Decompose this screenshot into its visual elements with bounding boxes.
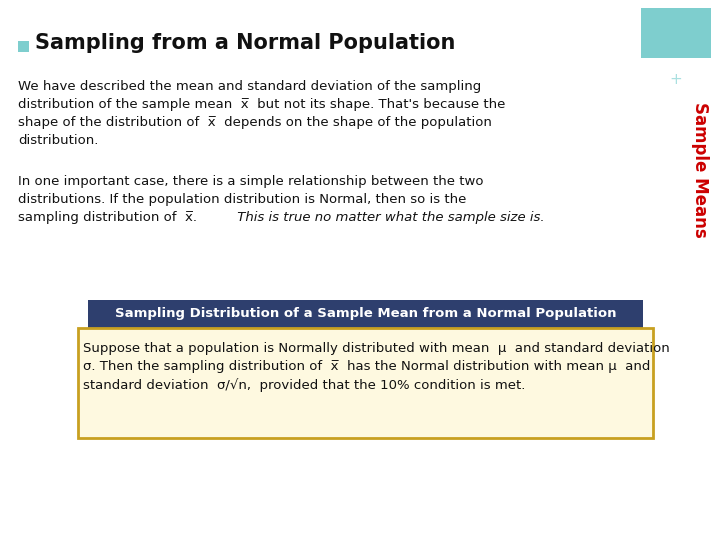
Text: σ. Then the sampling distribution of  x̅  has the Normal distribution with mean : σ. Then the sampling distribution of x̅ … xyxy=(83,360,650,373)
Text: Sampling from a Normal Population: Sampling from a Normal Population xyxy=(35,33,455,53)
FancyBboxPatch shape xyxy=(88,300,643,328)
FancyBboxPatch shape xyxy=(641,8,711,58)
FancyBboxPatch shape xyxy=(78,328,653,438)
Text: +: + xyxy=(670,72,683,87)
Text: In one important case, there is a simple relationship between the two: In one important case, there is a simple… xyxy=(18,175,484,188)
Text: We have described the mean and standard deviation of the sampling: We have described the mean and standard … xyxy=(18,80,481,93)
Text: distribution of the sample mean  x̅  but not its shape. That's because the: distribution of the sample mean x̅ but n… xyxy=(18,98,505,111)
Text: Sample Means: Sample Means xyxy=(691,102,709,238)
Text: sampling distribution of  x̅.: sampling distribution of x̅. xyxy=(18,211,197,224)
Text: distribution.: distribution. xyxy=(18,134,99,147)
Text: shape of the distribution of  x̅  depends on the shape of the population: shape of the distribution of x̅ depends … xyxy=(18,116,492,129)
Text: Suppose that a population is Normally distributed with mean  μ  and standard dev: Suppose that a population is Normally di… xyxy=(83,342,670,355)
Text: Sampling Distribution of a Sample Mean from a Normal Population: Sampling Distribution of a Sample Mean f… xyxy=(114,307,616,321)
Text: standard deviation  σ/√n,  provided that the 10% condition is met.: standard deviation σ/√n, provided that t… xyxy=(83,378,526,392)
FancyBboxPatch shape xyxy=(18,41,29,52)
Text: distributions. If the population distribution is Normal, then so is the: distributions. If the population distrib… xyxy=(18,193,467,206)
Text: This is true no matter what the sample size is.: This is true no matter what the sample s… xyxy=(233,211,544,224)
